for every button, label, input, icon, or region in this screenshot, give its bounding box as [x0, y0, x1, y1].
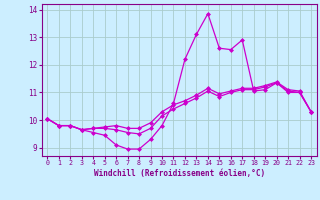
X-axis label: Windchill (Refroidissement éolien,°C): Windchill (Refroidissement éolien,°C): [94, 169, 265, 178]
